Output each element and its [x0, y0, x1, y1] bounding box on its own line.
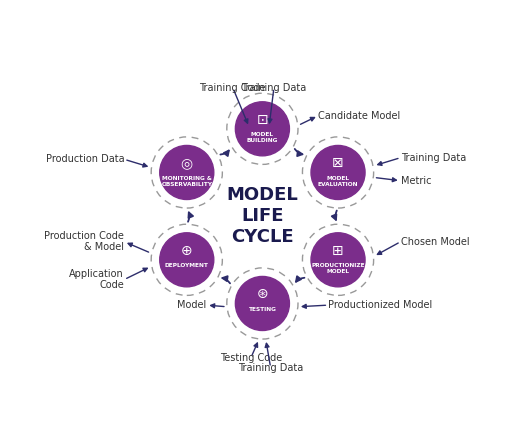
Circle shape [160, 233, 214, 287]
FancyArrowPatch shape [222, 276, 230, 283]
Text: PRODUCTIONIZE
MODEL: PRODUCTIONIZE MODEL [311, 263, 365, 274]
Text: Production Code
& Model: Production Code & Model [44, 231, 124, 253]
Text: Productionized Model: Productionized Model [328, 300, 433, 310]
Text: Application
Code: Application Code [70, 269, 124, 290]
Text: MODEL
BUILDING: MODEL BUILDING [247, 132, 278, 143]
Circle shape [236, 276, 289, 330]
Text: Training Code: Training Code [200, 83, 266, 92]
Text: ◎: ◎ [181, 156, 193, 170]
Text: ⊕: ⊕ [181, 244, 193, 258]
Text: Model: Model [177, 300, 206, 310]
Text: ⊛: ⊛ [257, 287, 268, 301]
Text: ⊞: ⊞ [332, 244, 344, 258]
Text: Training Data: Training Data [401, 153, 466, 163]
Circle shape [236, 102, 289, 156]
FancyArrowPatch shape [295, 149, 303, 156]
Text: Training Data: Training Data [238, 363, 303, 373]
Circle shape [311, 146, 365, 199]
Text: Chosen Model: Chosen Model [401, 237, 470, 247]
Text: Testing Code: Testing Code [220, 353, 282, 363]
Text: Candidate Model: Candidate Model [318, 110, 401, 121]
Text: Metric: Metric [401, 176, 431, 186]
FancyArrowPatch shape [220, 151, 229, 156]
Text: Production Data: Production Data [46, 154, 124, 164]
Text: ⊠: ⊠ [332, 156, 344, 170]
FancyArrowPatch shape [332, 211, 337, 220]
Circle shape [311, 233, 365, 287]
FancyArrowPatch shape [296, 276, 305, 282]
Text: MONITORING &
OBSERVABILITY: MONITORING & OBSERVABILITY [161, 176, 212, 187]
Circle shape [160, 146, 214, 199]
Text: DEPLOYMENT: DEPLOYMENT [165, 263, 209, 268]
Text: MODEL
LIFE
CYCLE: MODEL LIFE CYCLE [226, 186, 298, 246]
FancyArrowPatch shape [188, 212, 193, 222]
Text: Training Data: Training Data [241, 83, 307, 92]
Text: ⊡: ⊡ [257, 113, 268, 127]
Text: MODEL
EVALUATION: MODEL EVALUATION [318, 176, 358, 187]
Text: TESTING: TESTING [248, 307, 276, 312]
